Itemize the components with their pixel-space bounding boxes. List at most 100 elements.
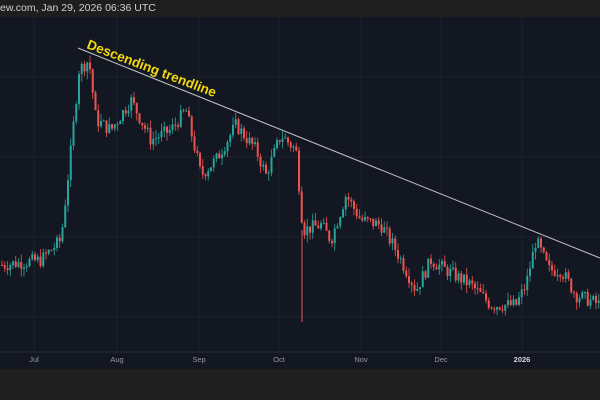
candle-up [157, 137, 160, 139]
candle-up [234, 119, 237, 125]
candle-down [562, 276, 564, 279]
candle-down [394, 238, 397, 250]
candle-down [474, 283, 476, 289]
candle-up [122, 110, 124, 122]
candle-down [111, 124, 113, 129]
candle-down [105, 120, 108, 133]
candle-down [443, 261, 446, 267]
candle-down [501, 309, 504, 311]
candle-up [284, 137, 287, 139]
candle-up [56, 237, 58, 248]
candle-up [504, 304, 507, 311]
candle-up [17, 261, 20, 267]
candle-down [397, 249, 399, 259]
candle-down [58, 237, 61, 242]
candle-down [251, 137, 254, 145]
candle-up [78, 73, 80, 105]
candle-up [75, 104, 78, 122]
candle-down [45, 252, 47, 254]
candle-up [589, 299, 592, 306]
candle-down [97, 110, 100, 127]
candle-up [292, 146, 295, 148]
candle-down [350, 199, 353, 202]
candle-up [119, 121, 122, 125]
candle-down [3, 265, 6, 269]
candle-down [509, 300, 512, 305]
candle-down [347, 196, 350, 200]
candle-up [113, 124, 116, 129]
candle-up [160, 130, 163, 138]
candle-down [410, 282, 413, 286]
candle-down [540, 238, 542, 248]
candle-down [177, 125, 179, 127]
candle-down [485, 293, 487, 301]
candle-up [311, 220, 314, 233]
candle-down [91, 69, 94, 93]
candle-down [188, 110, 190, 117]
candle-down [50, 250, 53, 252]
candle-down [366, 217, 369, 219]
candle-down [278, 140, 281, 142]
candle-down [460, 273, 463, 283]
candle-up [344, 196, 347, 210]
candle-down [331, 240, 333, 244]
chart-header: ew.com, Jan 29, 2026 06:36 UTC [0, 0, 600, 17]
candle-up [221, 154, 223, 159]
candle-up [171, 124, 174, 130]
candle-down [201, 166, 204, 175]
candle-down [303, 222, 306, 236]
candle-down [300, 191, 303, 223]
candle-up [537, 238, 540, 248]
candle-down [89, 62, 91, 70]
candle-up [520, 289, 523, 298]
candle-up [23, 267, 25, 269]
candle-up [597, 300, 600, 303]
candle-down [190, 116, 193, 137]
candle-down [575, 293, 578, 303]
candle-down [149, 127, 152, 145]
candle-down [542, 247, 545, 253]
time-axis [0, 352, 600, 369]
candle-down [34, 254, 36, 261]
candle-up [240, 128, 243, 134]
candle-up [421, 271, 424, 288]
candle-down [413, 285, 416, 291]
candle-down [408, 276, 410, 283]
candle-up [248, 137, 251, 144]
x-tick-label: Aug [110, 355, 123, 364]
price-chart[interactable]: Jul Aug Sep Oct Nov Dec 2026 Descending trendli… [0, 17, 600, 369]
candle-up [383, 227, 386, 233]
candle-up [452, 267, 454, 269]
candle-up [342, 209, 344, 218]
candle-up [226, 142, 229, 152]
candle-up [229, 135, 232, 143]
candle-up [108, 124, 111, 133]
candle-down [559, 275, 562, 277]
x-tick-label: Sep [192, 355, 205, 364]
candle-up [416, 288, 419, 291]
candle-up [53, 247, 56, 251]
candle-up [529, 268, 531, 276]
candle-down [328, 230, 331, 241]
candle-up [179, 110, 182, 127]
candle-down [353, 201, 355, 209]
candle-up [441, 261, 443, 265]
candle-down [259, 156, 262, 167]
candle-up [116, 124, 119, 126]
candle-down [174, 124, 177, 126]
candle-up [210, 167, 212, 172]
candle-up [556, 275, 559, 277]
candle-down [196, 150, 199, 154]
candle-up [215, 153, 218, 159]
candle-down [551, 265, 553, 271]
candle-up [267, 172, 270, 174]
candle-down [515, 299, 518, 305]
candle-up [449, 268, 452, 277]
candle-down [377, 220, 380, 225]
candle-down [435, 267, 438, 270]
candle-down [1, 265, 3, 266]
candle-down [133, 97, 135, 103]
candle-down [14, 261, 17, 267]
candle-up [67, 180, 69, 206]
